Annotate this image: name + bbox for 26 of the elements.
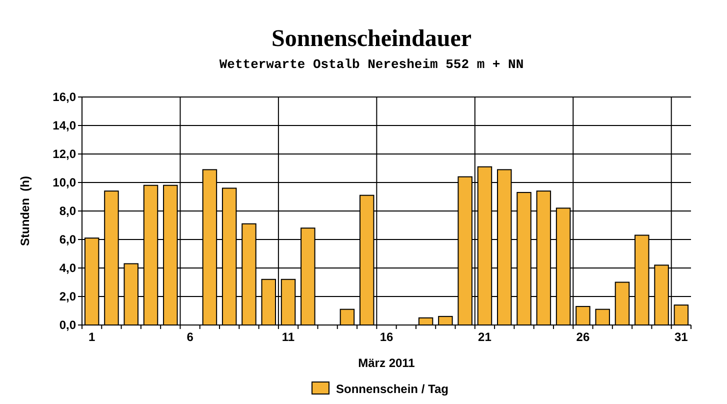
- x-axis-title: März 2011: [358, 356, 416, 370]
- bar: [576, 306, 590, 326]
- y-tick-label: 4,0: [59, 261, 76, 275]
- y-tick-label: 0,0: [59, 318, 76, 332]
- bar: [595, 308, 610, 326]
- y-tick-label: 16,0: [52, 90, 76, 104]
- x-tick-label: 16: [380, 330, 394, 344]
- chart-subtitle: Wetterwarte Ostalb Neresheim 552 m + NN: [219, 57, 524, 72]
- x-tick-label: 11: [282, 330, 295, 344]
- x-tick-label: 26: [576, 330, 590, 344]
- x-tick-label: 6: [186, 330, 194, 344]
- x-tick-label: 1: [88, 330, 96, 344]
- bar: [674, 304, 689, 326]
- y-tick-label: 10,0: [52, 176, 76, 190]
- y-tick-label: 6,0: [59, 232, 76, 246]
- y-axis-title: Stunden (h): [18, 176, 32, 246]
- y-tick-label: 8,0: [59, 204, 76, 218]
- x-tick-label: 21: [478, 330, 492, 344]
- chart-title: Sonnenscheindauer: [271, 26, 472, 52]
- bar: [340, 308, 355, 326]
- legend-label: Sonnenschein / Tag: [336, 382, 448, 396]
- bar: [438, 316, 453, 326]
- y-tick-label: 2,0: [59, 290, 76, 304]
- y-tick-label: 12,0: [52, 147, 76, 161]
- x-tick-label: 31: [674, 330, 688, 344]
- y-tick-label: 14,0: [52, 118, 76, 132]
